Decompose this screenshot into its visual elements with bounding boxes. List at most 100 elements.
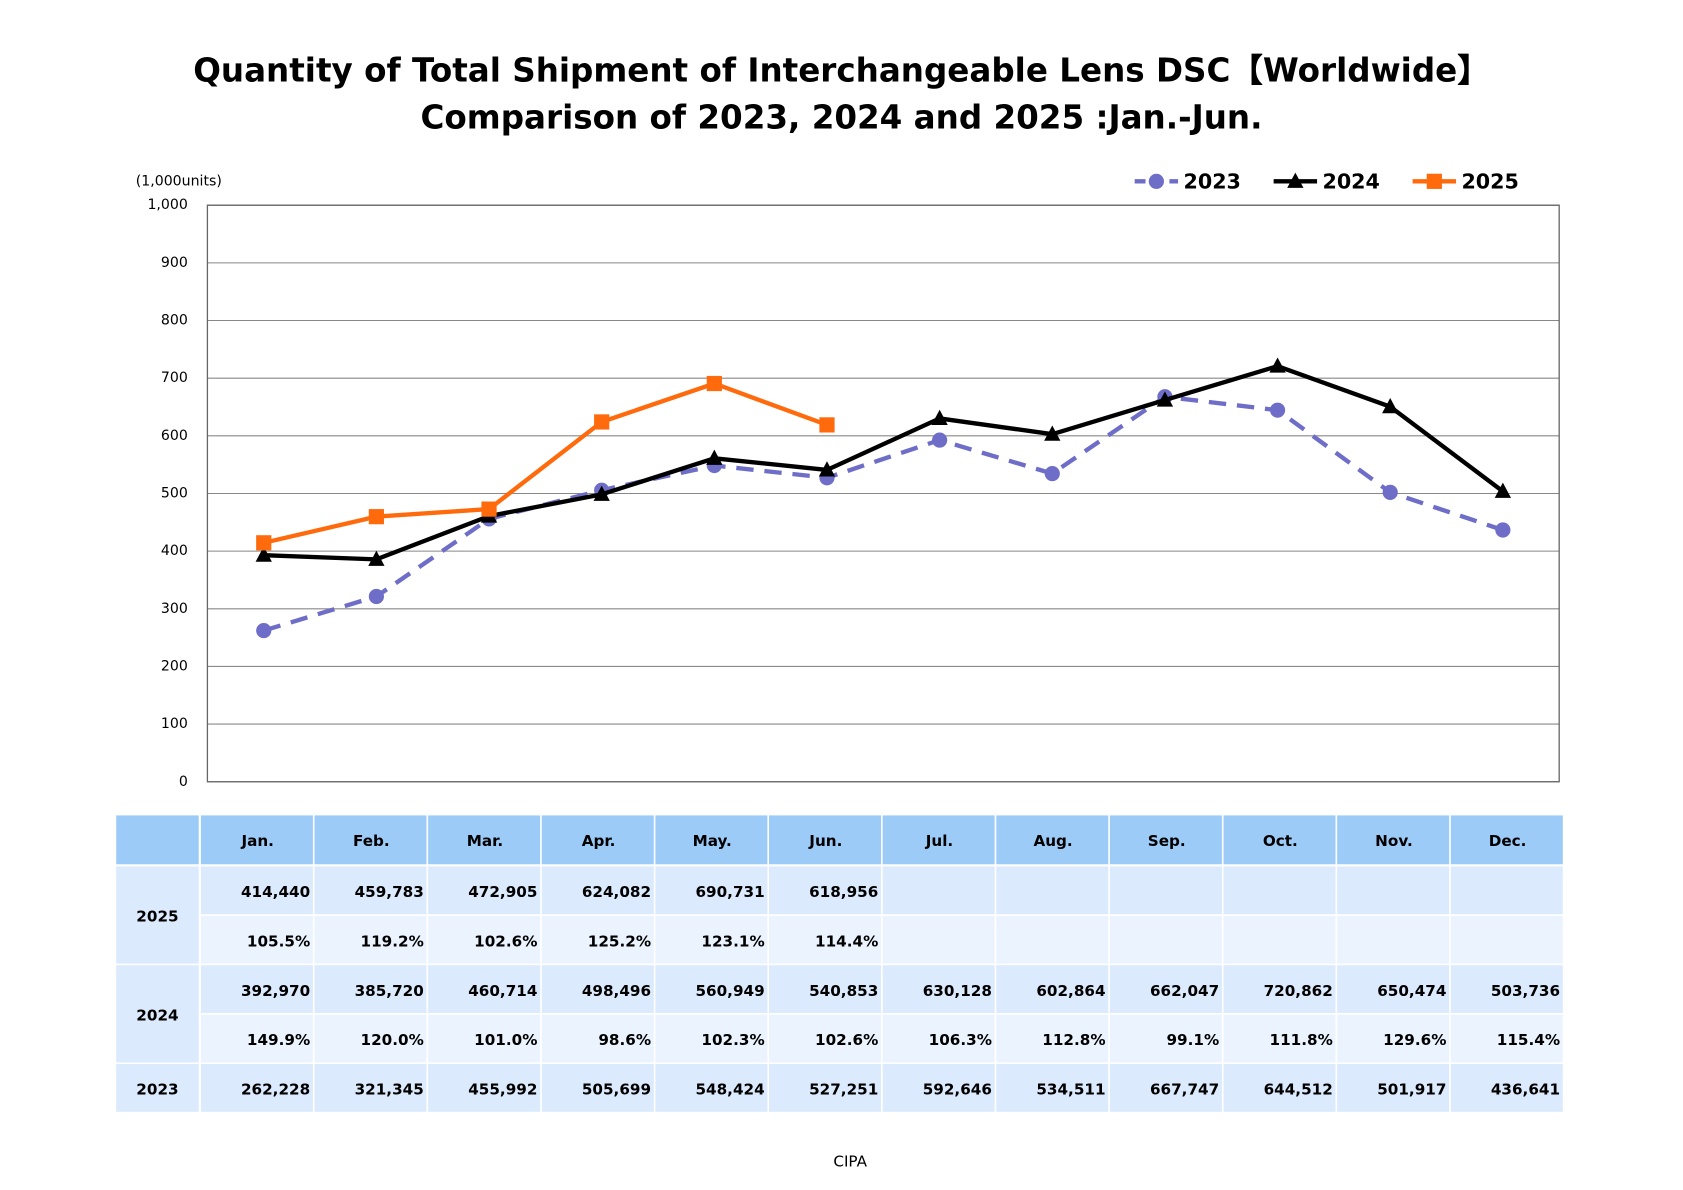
cell bbox=[1450, 915, 1563, 964]
cell bbox=[314, 1014, 427, 1063]
cell bbox=[428, 965, 541, 1014]
cell-value: 119.2% bbox=[361, 932, 424, 950]
header-cell bbox=[200, 815, 313, 865]
cell bbox=[1450, 866, 1563, 915]
cell-value: 392,970 bbox=[241, 982, 310, 1000]
cell-value: 630,128 bbox=[923, 982, 992, 1000]
point bbox=[1382, 484, 1398, 500]
column-header: Sep. bbox=[1148, 832, 1186, 850]
column-header: Mar. bbox=[467, 832, 503, 850]
point bbox=[1382, 398, 1399, 414]
point bbox=[1495, 522, 1511, 538]
cell-value: 501,917 bbox=[1377, 1081, 1446, 1099]
point bbox=[818, 461, 836, 477]
cell-value: 120.0% bbox=[361, 1031, 424, 1049]
cell-value: 505,699 bbox=[582, 1081, 651, 1099]
cell bbox=[1223, 1064, 1336, 1112]
cell-value: 385,720 bbox=[355, 982, 424, 1000]
cell-value: 149.9% bbox=[247, 1031, 310, 1049]
y-tick-label: 800 bbox=[161, 313, 188, 329]
cell bbox=[1109, 1014, 1222, 1063]
cell bbox=[996, 866, 1109, 915]
cell-value: 105.5% bbox=[247, 932, 310, 950]
header-cell bbox=[1109, 815, 1222, 865]
cell-value: 455,992 bbox=[468, 1081, 537, 1099]
column-header: Jun. bbox=[808, 832, 842, 850]
point bbox=[368, 509, 384, 525]
cell bbox=[1109, 866, 1222, 915]
point bbox=[932, 432, 948, 448]
legend-marker bbox=[1287, 172, 1304, 188]
series-line bbox=[263, 381, 828, 545]
point bbox=[368, 588, 384, 605]
y-tick-label: 0 bbox=[179, 774, 188, 790]
y-tick-label: 500 bbox=[161, 485, 188, 501]
cell-value: 123.1% bbox=[701, 932, 764, 950]
header-cell bbox=[655, 815, 768, 865]
cell bbox=[314, 915, 427, 964]
cell bbox=[314, 965, 427, 1014]
cell-value: 460,714 bbox=[468, 982, 537, 1000]
cell bbox=[769, 1014, 882, 1063]
legend-marker bbox=[1426, 173, 1442, 189]
point bbox=[256, 622, 272, 639]
cell-value: 624,082 bbox=[582, 883, 651, 901]
series-line bbox=[263, 394, 1504, 633]
cell bbox=[200, 915, 313, 964]
column-header: May. bbox=[693, 832, 732, 850]
year-cell bbox=[116, 866, 199, 964]
cell bbox=[314, 866, 427, 915]
point bbox=[368, 550, 385, 566]
cell-value: 112.8% bbox=[1042, 1031, 1105, 1049]
header-cell bbox=[769, 815, 882, 865]
cell bbox=[655, 1014, 768, 1063]
row-header: 2025 bbox=[136, 908, 178, 926]
cell bbox=[655, 866, 768, 915]
cell-value: 548,424 bbox=[695, 1081, 764, 1099]
cell bbox=[428, 1064, 541, 1112]
cell bbox=[1450, 1014, 1563, 1063]
cell bbox=[541, 1064, 654, 1112]
cell-value: 321,345 bbox=[355, 1081, 424, 1099]
point bbox=[931, 409, 948, 425]
cell-value: 560,949 bbox=[695, 982, 764, 1000]
cell bbox=[996, 1014, 1109, 1063]
cell bbox=[541, 915, 654, 964]
cell bbox=[769, 965, 882, 1014]
cell bbox=[882, 1014, 995, 1063]
cell-value: 414,440 bbox=[241, 883, 310, 901]
column-header: Aug. bbox=[1033, 832, 1072, 850]
cell bbox=[200, 1014, 313, 1063]
cell-value: 540,853 bbox=[809, 982, 878, 1000]
y-tick-label: 1,000 bbox=[147, 197, 187, 213]
cell bbox=[1223, 915, 1336, 964]
point bbox=[819, 417, 835, 433]
cell bbox=[882, 965, 995, 1014]
cell bbox=[1223, 866, 1336, 915]
y-tick-label: 400 bbox=[161, 543, 188, 559]
source: CIPA bbox=[833, 1152, 867, 1170]
cell bbox=[1223, 1014, 1336, 1063]
plot-frame bbox=[206, 204, 1560, 783]
cell bbox=[1337, 965, 1450, 1014]
cell-value: 503,736 bbox=[1491, 982, 1560, 1000]
chart-title: Quantity of Total Shipment of Interchang… bbox=[193, 52, 1490, 90]
cell-value: 115.4% bbox=[1497, 1031, 1560, 1049]
cell bbox=[996, 915, 1109, 964]
cell bbox=[541, 1014, 654, 1063]
y-axis-label: (1,000units) bbox=[136, 173, 222, 189]
cell bbox=[996, 1064, 1109, 1112]
point bbox=[706, 375, 722, 392]
legend-marker bbox=[1148, 173, 1164, 189]
point bbox=[1044, 425, 1061, 441]
cell-value: 690,731 bbox=[695, 883, 764, 901]
point bbox=[1269, 357, 1286, 373]
legend-label: 2025 bbox=[1461, 169, 1518, 193]
y-tick-label: 600 bbox=[161, 428, 188, 444]
cell bbox=[769, 866, 882, 915]
cell bbox=[1109, 965, 1222, 1014]
cell-value: 129.6% bbox=[1383, 1031, 1446, 1049]
point bbox=[1494, 482, 1512, 498]
row-header: 2023 bbox=[136, 1081, 178, 1099]
cell-value: 436,641 bbox=[1491, 1081, 1560, 1099]
